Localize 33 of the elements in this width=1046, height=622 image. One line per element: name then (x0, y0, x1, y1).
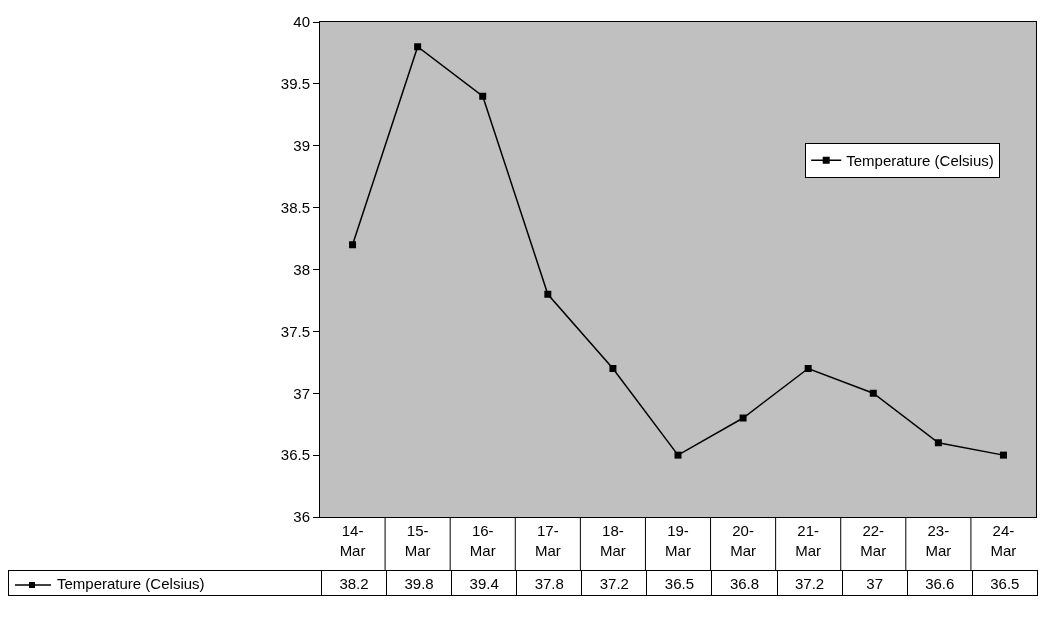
x-tick-label: 18-Mar (599, 522, 626, 559)
x-tick-label: 17-Mar (534, 522, 561, 559)
data-label: 39.4 (451, 570, 517, 596)
y-tick-label: 37.5 (280, 322, 310, 340)
legend-label: Temperature (Celsius) (846, 152, 994, 170)
x-tick-label: 24-Mar (990, 522, 1017, 559)
y-tick-label: 40 (293, 13, 310, 31)
text: Temperature (Celsius) (57, 574, 205, 592)
y-tick-label: 39 (293, 137, 310, 154)
data-label: 36.5 (646, 570, 712, 596)
y-tick-label: 36.5 (280, 446, 310, 464)
y-tick-label: 37 (293, 384, 310, 402)
x-tick-label: 15-Mar (404, 522, 431, 559)
data-label: 39.8 (386, 570, 452, 596)
data-label: 36.5 (972, 570, 1038, 596)
data-label: 37 (842, 570, 908, 596)
x-tick-label: 23-Mar (925, 522, 952, 559)
data-label: 36.6 (907, 570, 973, 596)
data-label: 37.8 (516, 570, 582, 596)
x-tick-label: 14-Mar (339, 522, 366, 559)
x-tick-label: 21-Mar (795, 522, 822, 559)
data-label: 37.2 (581, 570, 647, 596)
y-tick-label: 38.5 (280, 198, 310, 216)
x-tick-label: 20-Mar (730, 522, 757, 559)
x-tick-label: 22-Mar (860, 522, 887, 559)
data-label: 36.8 (711, 570, 778, 596)
y-tick-label: 38 (293, 260, 310, 278)
data-label: 37.2 (777, 570, 843, 596)
y-tick-label: 39.5 (280, 75, 310, 93)
y-tick-label: 36 (293, 508, 310, 526)
x-tick-label: 19-Mar (665, 522, 691, 559)
x-tick-label: 16-Mar (469, 522, 496, 559)
data-label: 38.2 (321, 570, 387, 596)
